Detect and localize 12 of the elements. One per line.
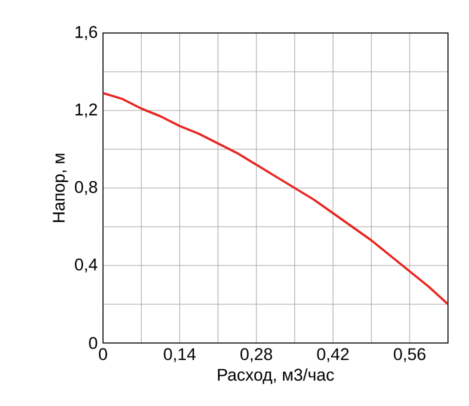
- x-tick-label: 0,56: [394, 348, 426, 362]
- x-tick-label: 0: [98, 348, 108, 360]
- x-tick-label: 0,14: [164, 348, 196, 362]
- y-tick-label: 0,4: [74, 258, 98, 272]
- x-tick-label: 0,28: [240, 348, 272, 362]
- y-tick-label: 1,2: [76, 104, 97, 118]
- y-tick-label: 0,8: [74, 181, 98, 195]
- x-axis-title: Расход, м3/час: [218, 368, 334, 384]
- y-tick-label: 0: [89, 337, 98, 349]
- y-axis-title: Напор, м: [52, 154, 68, 222]
- x-tick-label: 0,42: [317, 348, 349, 362]
- y-tick-label: 1,6: [76, 26, 98, 40]
